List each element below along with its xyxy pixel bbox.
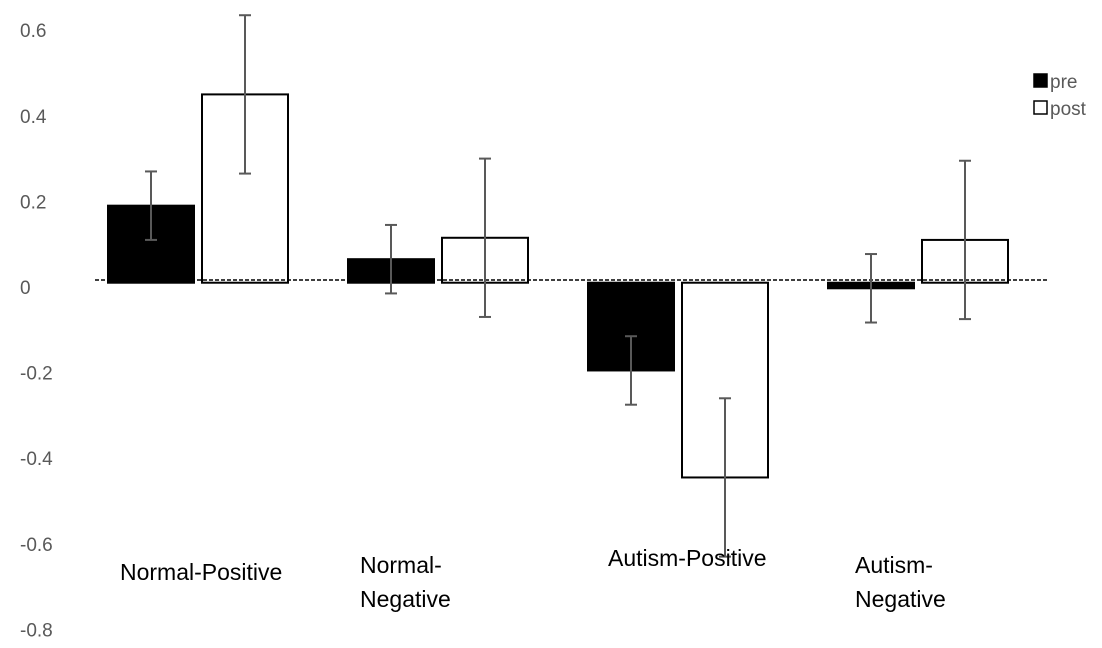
error-bar-pre	[865, 253, 877, 324]
y-tick-label: 0	[20, 278, 31, 299]
legend-label-post: post	[1050, 99, 1087, 120]
legend: pre post	[1033, 72, 1087, 120]
category-label: Normal-Negative	[360, 552, 451, 612]
legend-label-pre: pre	[1050, 72, 1077, 93]
y-tick-label: -0.6	[20, 535, 53, 556]
error-bar-pre	[385, 223, 397, 295]
category-labels: Normal-Positive Normal-Negative Autism-Pos…	[120, 545, 946, 612]
error-bar-pre	[145, 170, 157, 241]
legend-swatch-pre	[1033, 73, 1048, 88]
bars	[107, 93, 1009, 479]
y-tick-label: -0.8	[20, 620, 53, 641]
y-axis-ticks: 0.6 0.4 0.2 0 -0.2 -0.4 -0.6 -0.8	[20, 21, 53, 641]
error-bar-pre	[625, 335, 637, 406]
y-tick-label: 0.6	[20, 21, 46, 42]
error-bars	[145, 14, 971, 558]
category-label: Autism-Negative	[855, 552, 946, 612]
error-bar-post	[239, 14, 251, 175]
y-tick-label: -0.2	[20, 364, 53, 385]
error-bar-post	[479, 157, 491, 318]
category-label: Normal-Positive	[120, 559, 282, 585]
y-tick-label: 0.4	[20, 107, 47, 128]
error-bar-post	[719, 397, 731, 558]
y-tick-label: -0.4	[20, 449, 53, 470]
category-label: Autism-Positive	[608, 545, 766, 571]
error-bar-post	[959, 159, 971, 321]
y-tick-label: 0.2	[20, 192, 46, 213]
legend-swatch-post	[1033, 100, 1048, 115]
